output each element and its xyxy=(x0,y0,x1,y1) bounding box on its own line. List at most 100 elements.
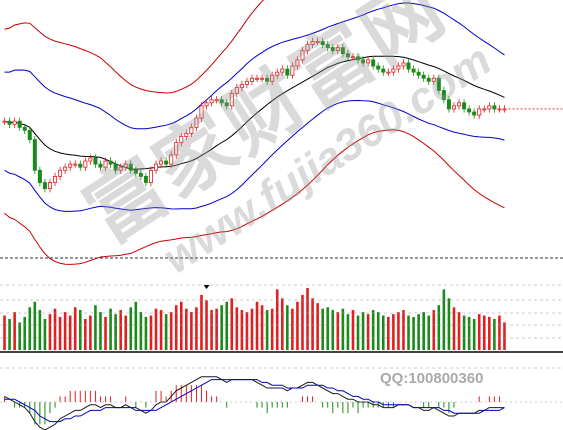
candle xyxy=(300,46,305,64)
volume-bar xyxy=(417,314,420,350)
candle-body xyxy=(189,126,194,134)
volume-bar xyxy=(220,305,223,350)
candle xyxy=(37,166,42,187)
volume-bar xyxy=(291,308,294,350)
candle xyxy=(421,71,426,82)
candle-body xyxy=(184,133,189,137)
candle-body xyxy=(113,163,118,171)
candle-body xyxy=(73,163,78,166)
candle-body xyxy=(300,50,305,61)
volume-bar xyxy=(28,307,32,350)
volume-bar xyxy=(351,310,355,350)
volume-bar xyxy=(179,301,183,350)
marker-triangle xyxy=(203,285,210,289)
candle-body xyxy=(123,163,128,168)
candle-body xyxy=(280,68,285,73)
candle-body xyxy=(255,77,260,80)
candle xyxy=(441,86,446,104)
candle xyxy=(270,71,275,86)
candle xyxy=(229,89,234,110)
candle xyxy=(138,169,143,181)
candle-body xyxy=(78,163,83,168)
candle xyxy=(214,96,219,104)
candle-body xyxy=(128,163,133,171)
candle xyxy=(219,96,224,107)
volume-bar xyxy=(432,310,436,350)
candle-body xyxy=(305,44,310,52)
candle-body xyxy=(229,93,234,107)
candle-body xyxy=(164,160,169,165)
volume-bar xyxy=(185,308,188,350)
volume-bar xyxy=(48,314,52,350)
candle xyxy=(391,65,396,76)
candle-body xyxy=(32,139,37,171)
candle xyxy=(143,172,148,187)
volume-bar xyxy=(94,305,97,350)
candle-body xyxy=(98,163,103,168)
volume-bar xyxy=(296,301,299,350)
candle-body xyxy=(68,163,73,168)
candle xyxy=(320,37,325,49)
volume-bar xyxy=(134,301,138,350)
candle-body xyxy=(487,105,492,110)
candle-body xyxy=(310,41,315,45)
candle-body xyxy=(411,68,416,73)
candle-body xyxy=(143,175,148,183)
candle xyxy=(123,160,128,171)
candle xyxy=(305,40,310,55)
volume-bar xyxy=(488,316,491,350)
volume-bar xyxy=(457,312,461,350)
volume-bar xyxy=(235,307,239,350)
candle-body xyxy=(361,59,366,64)
candle-body xyxy=(285,68,290,76)
volume-bar xyxy=(442,289,446,350)
volume-bar xyxy=(477,314,481,350)
volume-bar xyxy=(63,312,67,350)
candle xyxy=(330,43,335,55)
candle xyxy=(189,123,194,138)
volume-bar xyxy=(280,298,284,350)
volume-bar xyxy=(275,289,279,350)
candle-body xyxy=(446,99,451,110)
candle xyxy=(83,157,88,171)
candle xyxy=(53,172,58,187)
candle xyxy=(310,37,315,49)
candle-body xyxy=(431,77,436,82)
volume-bar xyxy=(316,303,319,350)
candle xyxy=(361,56,366,67)
candle xyxy=(234,83,239,98)
volume-bar xyxy=(73,307,77,350)
candle-body xyxy=(381,68,386,73)
candle xyxy=(159,157,164,168)
candle-body xyxy=(209,99,214,104)
candle xyxy=(340,43,345,58)
candle-body xyxy=(7,120,12,125)
volume-bar xyxy=(331,310,335,350)
candle-body xyxy=(174,142,179,156)
candle-body xyxy=(103,160,108,168)
candle xyxy=(199,102,204,122)
candle-body xyxy=(179,136,184,144)
volume-bar xyxy=(38,310,42,350)
candle-body xyxy=(386,71,391,74)
candle xyxy=(179,132,184,147)
volume-bar xyxy=(392,314,395,350)
candle xyxy=(396,62,401,73)
candle xyxy=(411,65,416,76)
candle-body xyxy=(376,65,381,70)
candle-body xyxy=(396,65,401,70)
candle xyxy=(7,117,12,128)
candle xyxy=(133,166,138,178)
candle xyxy=(32,135,37,174)
candle-body xyxy=(154,163,159,171)
candle-body xyxy=(199,105,204,119)
volume-bar xyxy=(99,312,102,350)
candle-body xyxy=(159,160,164,165)
candle-body xyxy=(366,59,371,64)
candle xyxy=(482,105,487,113)
candle-body xyxy=(88,157,93,162)
volume-bar xyxy=(23,316,27,350)
middle-ma xyxy=(4,55,505,170)
candle xyxy=(255,74,260,82)
candle xyxy=(204,99,209,110)
